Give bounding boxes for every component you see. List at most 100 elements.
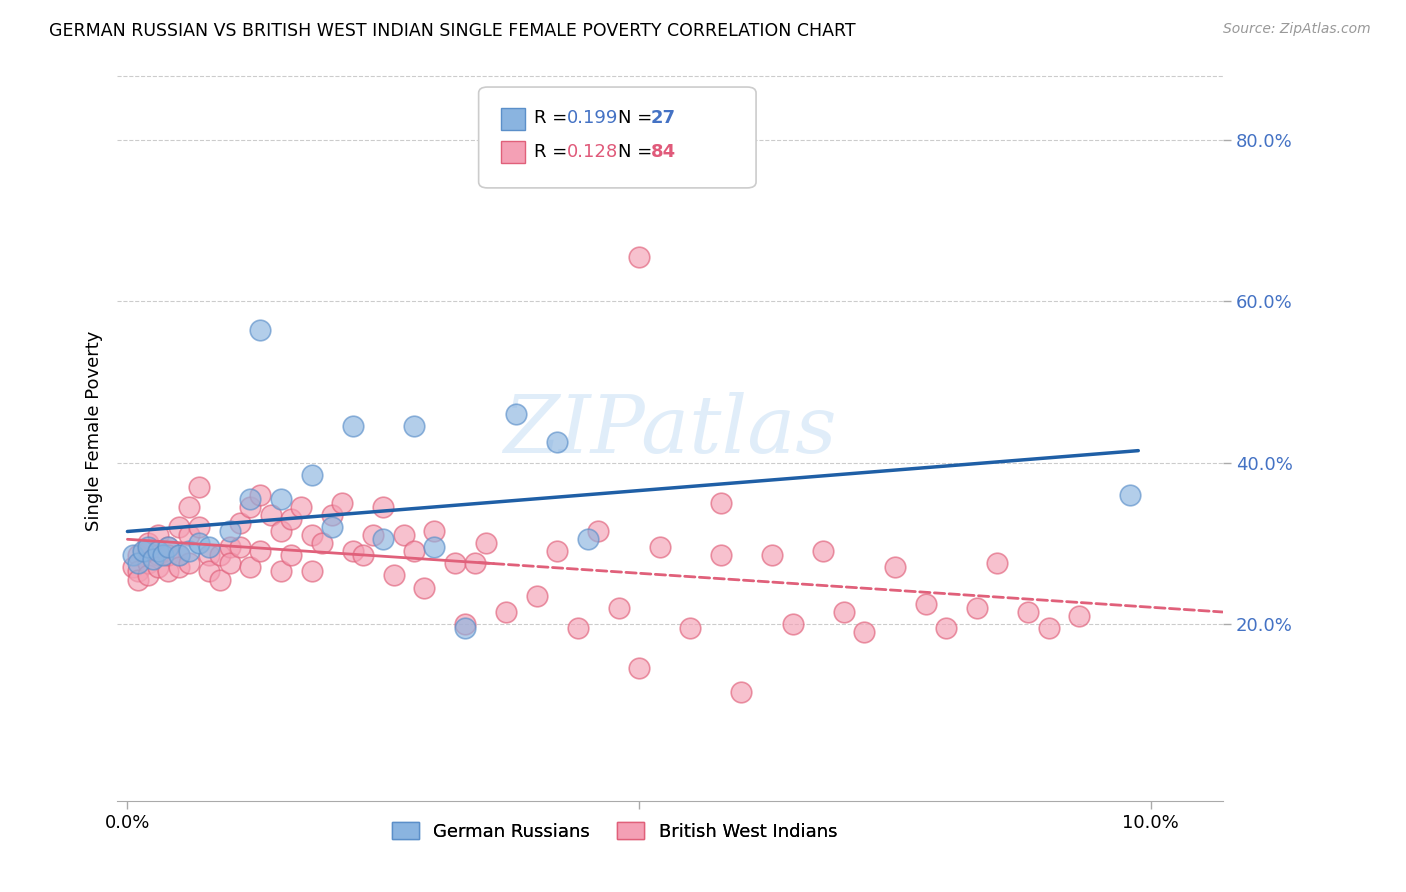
Point — [146, 549, 169, 563]
Point — [229, 541, 252, 555]
Point — [628, 661, 651, 675]
Point — [198, 549, 221, 563]
Point — [813, 544, 835, 558]
Text: Source: ZipAtlas.com: Source: ZipAtlas.com — [1223, 22, 1371, 37]
Point — [218, 541, 240, 555]
Point — [177, 528, 200, 542]
Text: ZIPatlas: ZIPatlas — [503, 392, 837, 469]
Point — [423, 524, 446, 538]
Point — [188, 480, 211, 494]
Point — [546, 435, 568, 450]
Point — [402, 544, 425, 558]
FancyBboxPatch shape — [501, 141, 524, 163]
Point — [444, 557, 467, 571]
Point — [586, 524, 609, 538]
Point — [177, 544, 200, 558]
Text: 84: 84 — [651, 144, 676, 161]
Point — [177, 500, 200, 514]
Point — [218, 524, 240, 538]
Text: GERMAN RUSSIAN VS BRITISH WEST INDIAN SINGLE FEMALE POVERTY CORRELATION CHART: GERMAN RUSSIAN VS BRITISH WEST INDIAN SI… — [49, 22, 856, 40]
Point — [423, 541, 446, 555]
Text: 0.128: 0.128 — [567, 144, 619, 161]
Point — [679, 621, 702, 635]
Point — [152, 549, 174, 563]
Point — [454, 621, 477, 635]
Point — [136, 557, 159, 571]
Point — [249, 323, 271, 337]
Point — [576, 533, 599, 547]
Point — [198, 565, 221, 579]
Point — [546, 544, 568, 558]
Point — [628, 250, 651, 264]
Point — [402, 419, 425, 434]
Point — [382, 568, 405, 582]
Point — [567, 621, 589, 635]
Point — [761, 549, 783, 563]
Point — [229, 516, 252, 530]
Point — [373, 500, 395, 514]
Point — [167, 560, 190, 574]
Point — [361, 528, 384, 542]
Point — [710, 549, 733, 563]
Point — [464, 557, 486, 571]
Point — [136, 541, 159, 555]
Point — [373, 533, 395, 547]
Point — [270, 565, 292, 579]
Point — [342, 544, 364, 558]
Point — [127, 573, 149, 587]
Point — [157, 549, 180, 563]
Point — [342, 419, 364, 434]
Text: 0.199: 0.199 — [567, 109, 619, 128]
Point — [914, 597, 936, 611]
Point — [249, 488, 271, 502]
Point — [1038, 621, 1060, 635]
Point — [188, 520, 211, 534]
Point — [474, 536, 496, 550]
Point — [239, 560, 262, 574]
Text: R =: R = — [534, 109, 572, 128]
Point — [1017, 605, 1039, 619]
Point — [157, 541, 180, 555]
Point — [710, 496, 733, 510]
Point — [142, 552, 165, 566]
Point — [330, 496, 353, 510]
Point — [249, 544, 271, 558]
Point — [127, 557, 149, 571]
Point — [301, 528, 323, 542]
Point — [1069, 608, 1091, 623]
Point — [935, 621, 957, 635]
FancyBboxPatch shape — [501, 108, 524, 130]
Point — [853, 624, 876, 639]
Point — [966, 600, 988, 615]
Text: N =: N = — [617, 144, 658, 161]
Point — [208, 549, 231, 563]
Point — [127, 565, 149, 579]
Point — [454, 616, 477, 631]
Point — [1119, 488, 1142, 502]
Point — [505, 407, 527, 421]
Point — [146, 560, 169, 574]
Point — [648, 541, 671, 555]
Y-axis label: Single Female Poverty: Single Female Poverty — [86, 330, 103, 531]
Point — [218, 557, 240, 571]
Point — [301, 565, 323, 579]
Point — [526, 589, 548, 603]
Point — [136, 568, 159, 582]
Point — [352, 549, 374, 563]
Point — [167, 520, 190, 534]
Point — [321, 520, 343, 534]
Point — [280, 512, 302, 526]
Point — [121, 560, 143, 574]
Point — [167, 549, 190, 563]
Point — [260, 508, 283, 522]
Point — [132, 544, 155, 558]
Point — [280, 549, 302, 563]
Point — [136, 536, 159, 550]
Point — [146, 544, 169, 558]
Point — [157, 541, 180, 555]
Point — [177, 557, 200, 571]
Point — [270, 491, 292, 506]
Point — [157, 565, 180, 579]
Point — [301, 467, 323, 482]
Point — [198, 541, 221, 555]
